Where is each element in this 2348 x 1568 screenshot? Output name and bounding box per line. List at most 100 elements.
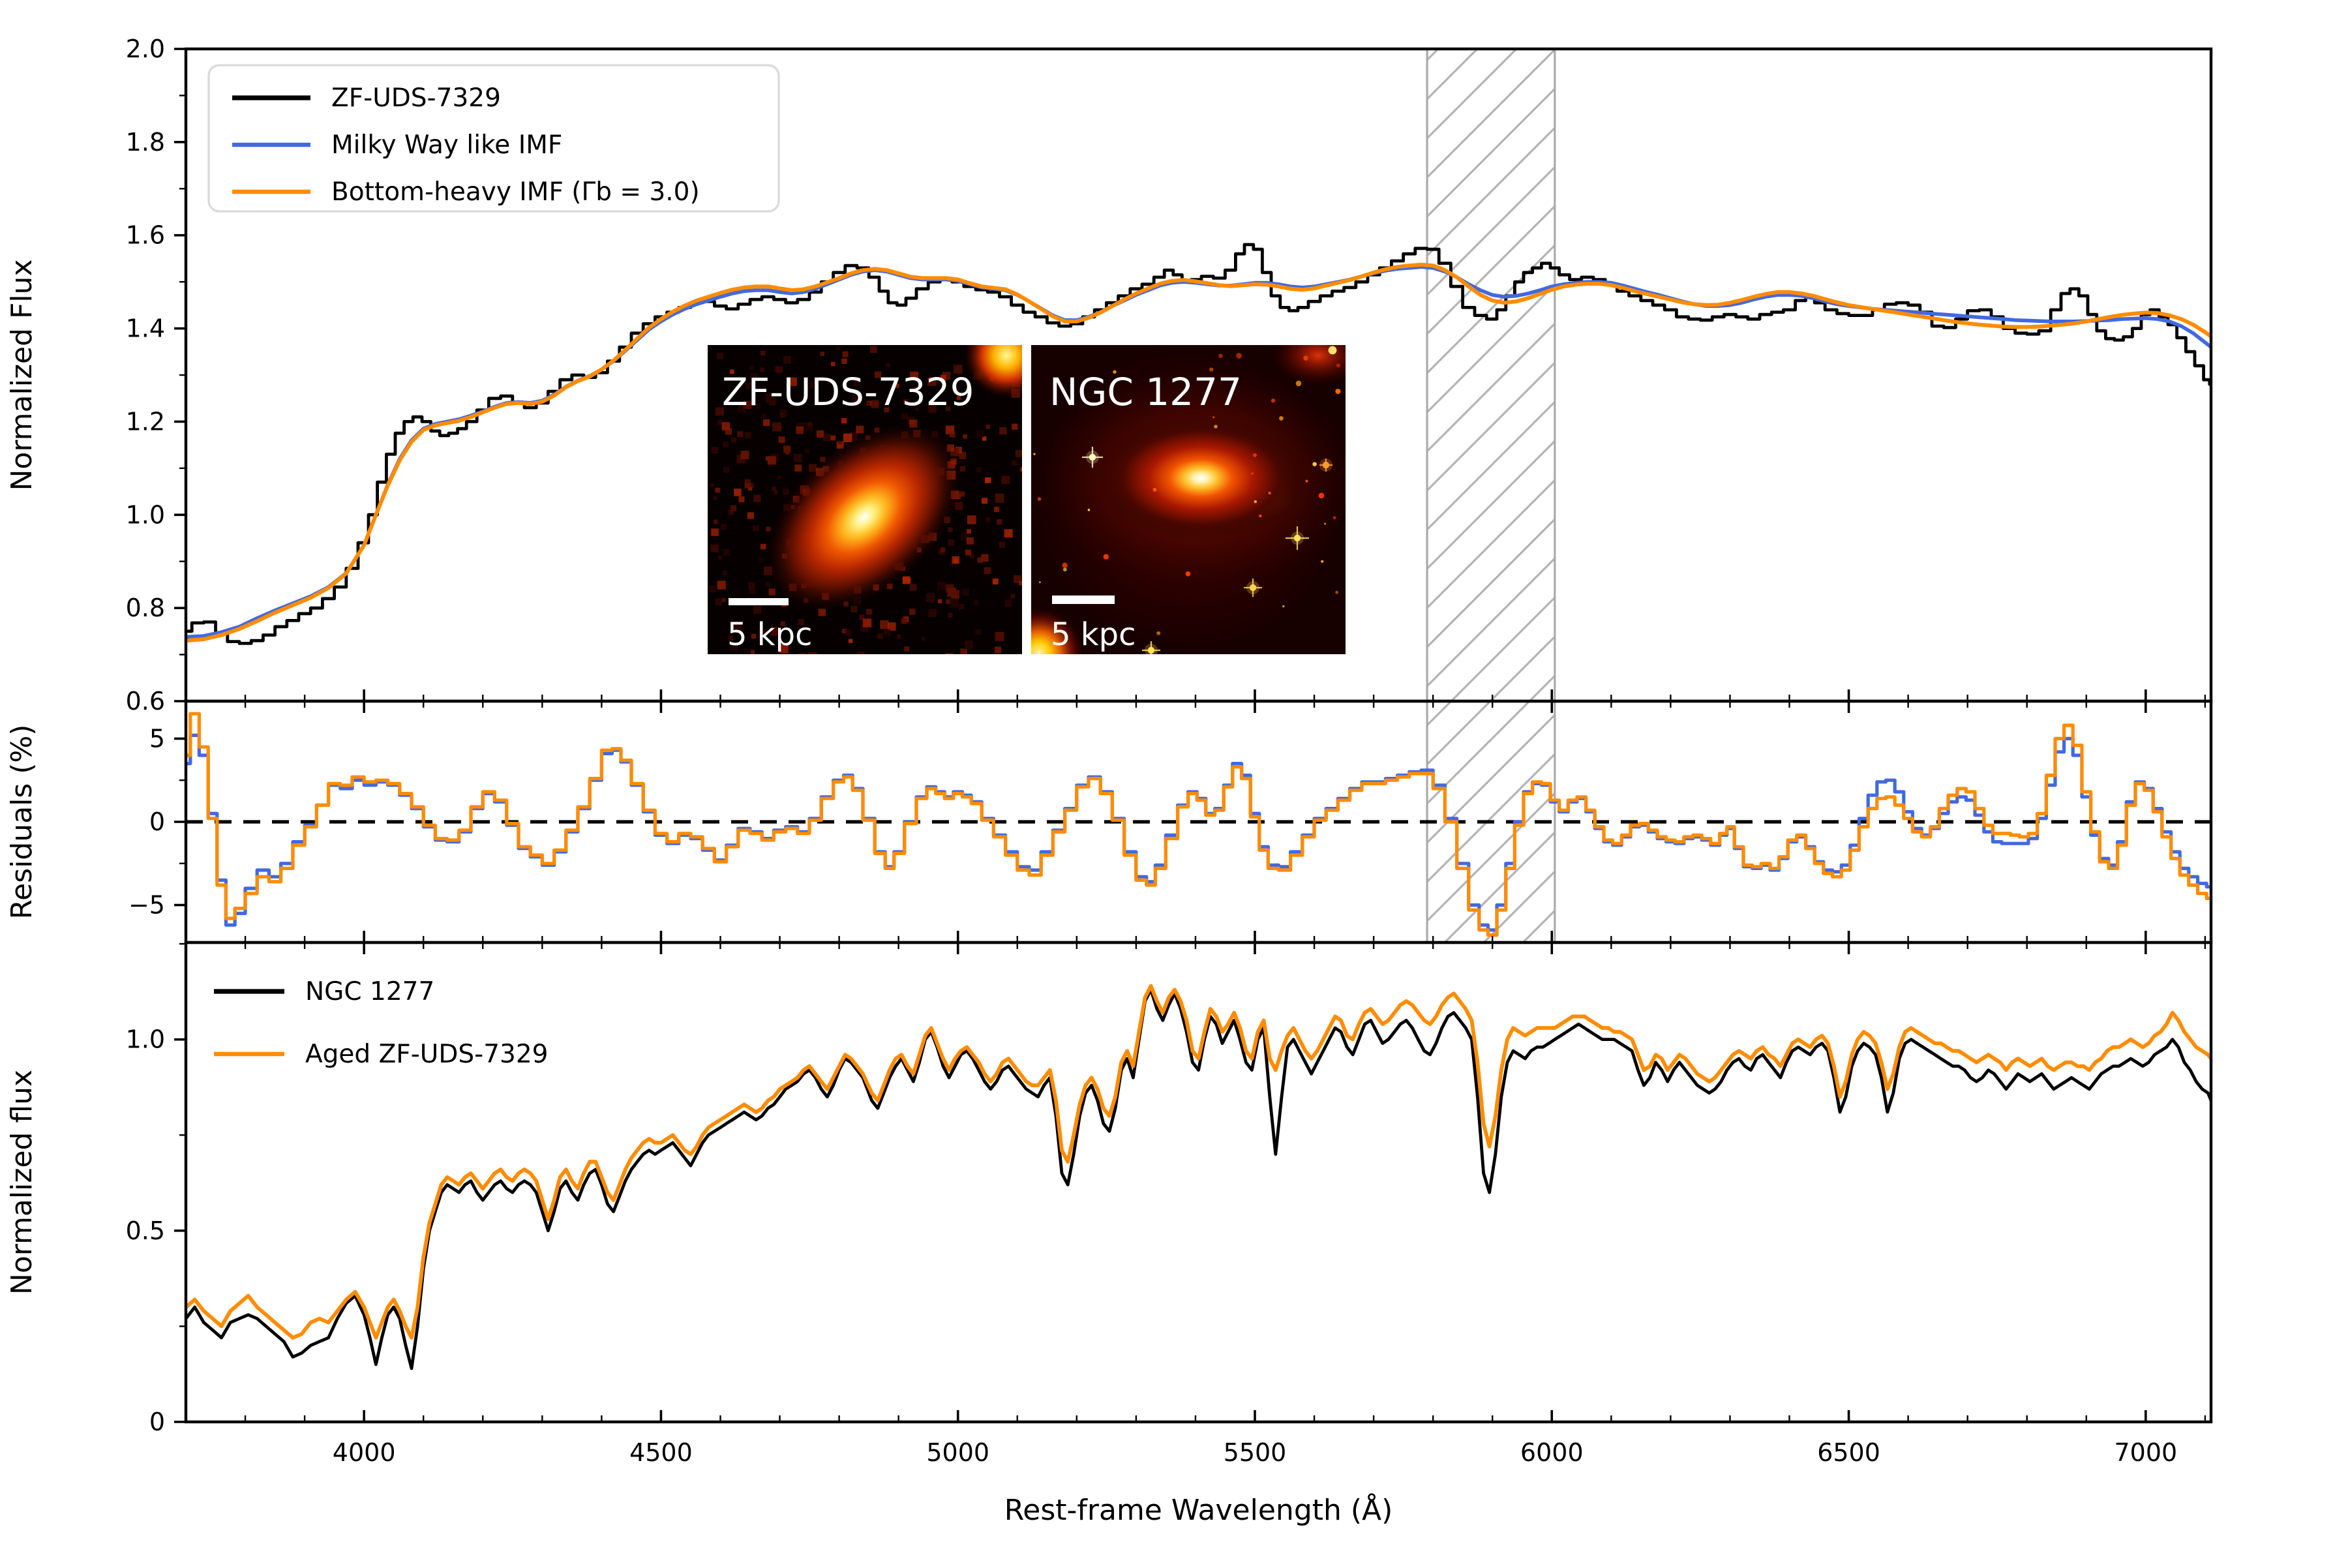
noise-pixel: [901, 413, 908, 419]
y-tick-label: 1.0: [126, 1025, 165, 1054]
noise-pixel: [875, 371, 881, 378]
noise-pixel: [1018, 580, 1022, 586]
field-star: [1062, 567, 1067, 572]
noise-pixel: [871, 400, 879, 408]
field-star: [1335, 388, 1341, 395]
ngc-topright-glow: [1271, 345, 1346, 385]
bottom-y-axis-label: Normalized flux: [5, 1070, 38, 1295]
noise-pixel: [711, 528, 719, 536]
noise-pixel: [895, 384, 899, 388]
noise-pixel: [715, 487, 721, 493]
inset-ngc-title: NGC 1277: [1049, 370, 1242, 414]
noise-pixel: [948, 539, 954, 546]
legend-top-label: ZF-UDS-7329: [331, 83, 501, 113]
noise-pixel: [1012, 460, 1017, 466]
noise-pixel: [942, 372, 951, 380]
noise-pixel: [937, 599, 942, 603]
noise-pixel: [1014, 575, 1021, 583]
noise-pixel: [730, 369, 734, 374]
noise-pixel: [967, 529, 971, 534]
noise-pixel: [928, 609, 937, 618]
noise-pixel: [986, 425, 991, 429]
noise-pixel: [984, 567, 991, 575]
field-star: [1209, 367, 1214, 372]
top-y-axis-label: Normalized Flux: [5, 260, 38, 491]
noise-pixel: [823, 433, 831, 442]
noise-pixel: [723, 466, 730, 473]
legend-top-label: Bottom-heavy IMF (Γb = 3.0): [331, 177, 700, 207]
noise-pixel: [721, 422, 730, 430]
noise-pixel: [982, 498, 988, 504]
field-star: [1214, 425, 1218, 429]
bottom-panel-series: [186, 984, 2211, 1370]
noise-pixel: [994, 507, 1000, 513]
noise-pixel: [999, 541, 1006, 548]
noise-pixel: [954, 558, 959, 564]
field-star: [1212, 416, 1215, 419]
noise-pixel: [717, 580, 726, 590]
series-aged-zf-uds-7329: [186, 984, 2211, 1340]
noise-pixel: [747, 486, 753, 491]
noise-pixel: [774, 490, 778, 494]
noise-pixel: [921, 637, 926, 641]
noise-pixel: [903, 399, 909, 405]
field-star: [1324, 522, 1327, 525]
y-tick-label: 5: [149, 724, 165, 753]
noise-pixel: [798, 653, 806, 654]
noise-pixel: [709, 585, 716, 592]
noise-pixel: [779, 409, 787, 417]
noise-pixel: [992, 579, 999, 584]
noise-pixel: [730, 505, 737, 511]
noise-pixel: [926, 593, 935, 602]
noise-pixel: [715, 407, 724, 416]
noise-pixel: [967, 537, 974, 545]
inset-zf-uds-7329: ZF-UDS-7329 5 kpc: [708, 345, 1022, 654]
noise-pixel: [744, 432, 751, 439]
noise-pixel: [913, 387, 919, 392]
noise-pixel: [753, 606, 762, 614]
noise-pixel: [751, 633, 757, 639]
noise-pixel: [967, 515, 976, 524]
noise-pixel: [783, 488, 789, 495]
field-star: [1282, 605, 1285, 608]
noise-pixel: [884, 407, 890, 413]
noise-pixel: [710, 544, 719, 552]
inset-zf-title: ZF-UDS-7329: [722, 370, 974, 414]
noise-pixel: [959, 604, 965, 610]
noise-pixel: [820, 352, 824, 356]
noise-pixel: [852, 394, 861, 404]
noise-pixel: [976, 467, 982, 473]
noise-pixel: [760, 543, 766, 550]
noise-pixel: [717, 555, 722, 560]
noise-pixel: [982, 436, 987, 441]
x-tick-label: 4500: [629, 1438, 693, 1467]
ngc-galaxy-core: [1096, 415, 1305, 541]
noise-pixel: [737, 431, 744, 438]
noise-pixel: [901, 618, 907, 624]
ngc-topright-core: [1328, 346, 1337, 355]
zf-scalebar: [729, 598, 789, 605]
noise-pixel: [981, 554, 989, 562]
noise-pixel: [805, 449, 809, 453]
series-bottom-heavy-imf-b-3-0-: [186, 262, 2211, 643]
field-star: [1062, 562, 1068, 568]
noise-pixel: [809, 380, 818, 389]
noise-pixel: [959, 466, 966, 472]
noise-pixel: [780, 621, 785, 626]
x-tick-label: 6500: [1817, 1438, 1880, 1467]
legend-top-label: Milky Way like IMF: [331, 130, 562, 160]
legend-top-box: [207, 64, 780, 213]
noise-pixel: [723, 442, 729, 447]
field-star: [1335, 590, 1338, 594]
field-star: [1185, 571, 1191, 577]
noise-pixel: [753, 494, 761, 502]
noise-pixel: [808, 652, 817, 654]
noise-pixel: [1010, 594, 1016, 599]
noise-pixel: [910, 371, 918, 380]
noise-pixel: [961, 533, 969, 541]
noise-pixel: [798, 619, 804, 626]
noise-pixel: [763, 419, 770, 427]
noise-pixel: [750, 373, 758, 381]
field-star: [1312, 462, 1317, 466]
